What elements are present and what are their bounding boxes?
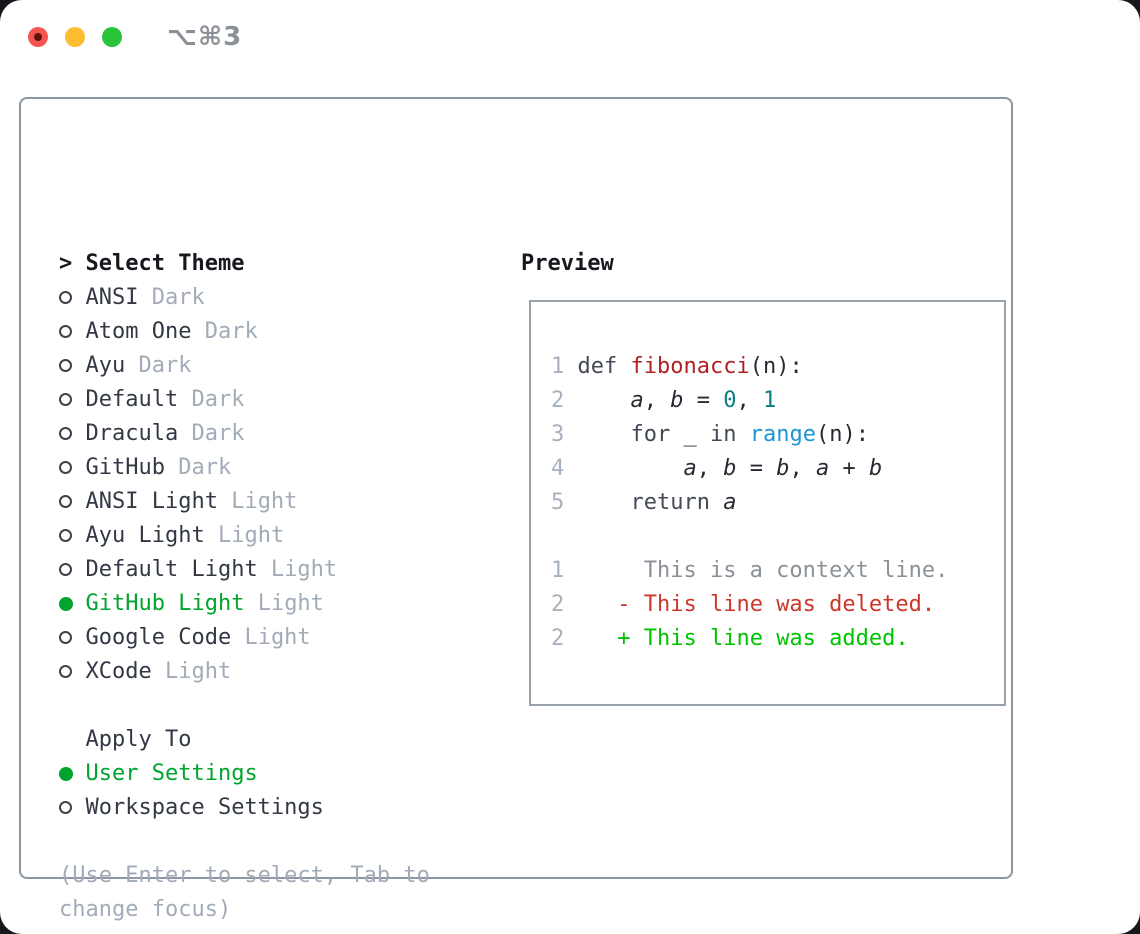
theme-name: Ayu Light xyxy=(85,523,205,548)
theme-name: Default xyxy=(85,387,179,412)
apply-to-options-list: User Settings Workspace Settings xyxy=(59,757,430,825)
theme-name: GitHub Light xyxy=(85,591,245,616)
line-number: 1 xyxy=(551,354,578,379)
help-text-line-1: (Use Enter to select, Tab to xyxy=(59,863,430,888)
theme-variant: Dark xyxy=(191,319,258,344)
radio-icon xyxy=(59,563,72,576)
line-number: 2 xyxy=(551,388,578,413)
radio-icon xyxy=(59,495,72,508)
window-title: ⌥⌘3 xyxy=(167,22,243,52)
theme-option-google-code[interactable]: Google Code Light xyxy=(59,621,430,655)
radio-icon xyxy=(59,325,72,338)
select-theme-header: > Select Theme xyxy=(59,247,430,281)
radio-icon xyxy=(59,461,72,474)
theme-variant: Dark xyxy=(178,421,245,446)
apply-option-label: User Settings xyxy=(85,761,258,786)
theme-option-default[interactable]: Default Dark xyxy=(59,383,430,417)
spacer-row xyxy=(551,520,1004,554)
help-text-line-2: change focus) xyxy=(59,897,232,922)
apply-to-header-row: Apply To xyxy=(59,723,430,757)
theme-variant: Light xyxy=(244,591,324,616)
theme-option-ansi[interactable]: ANSI Dark xyxy=(59,281,430,315)
radio-selected-icon xyxy=(59,597,73,611)
radio-selected-icon xyxy=(59,767,73,781)
line-number: 4 xyxy=(551,456,578,481)
radio-icon xyxy=(59,631,72,644)
spacer-row xyxy=(59,689,430,723)
theme-option-xcode[interactable]: XCode Light xyxy=(59,655,430,689)
theme-option-atom-one[interactable]: Atom One Dark xyxy=(59,315,430,349)
apply-to-title: Apply To xyxy=(85,727,192,752)
code-line: 4 a, b = b, a + b xyxy=(551,456,883,481)
theme-name: ANSI Light xyxy=(85,489,218,514)
radio-icon xyxy=(59,665,72,678)
close-button-dot-icon xyxy=(34,33,42,41)
code-line: 2 a, b = 0, 1 xyxy=(551,388,777,413)
theme-variant: Dark xyxy=(164,455,232,480)
close-button[interactable] xyxy=(28,27,48,47)
theme-option-ayu[interactable]: Ayu Dark xyxy=(59,349,430,383)
theme-option-default-light[interactable]: Default Light Light xyxy=(59,553,430,587)
theme-name: GitHub xyxy=(85,455,165,480)
theme-option-ansi-light[interactable]: ANSI Light Light xyxy=(59,485,430,519)
diff-preview: 1 This is a context line. 2 - This line w… xyxy=(551,554,1004,656)
theme-variant: Light xyxy=(151,659,232,684)
line-number: 3 xyxy=(551,422,578,447)
theme-name: Atom One xyxy=(85,319,192,344)
line-number: 2 xyxy=(551,592,578,617)
theme-variant: Dark xyxy=(138,285,205,310)
radio-icon xyxy=(59,291,72,304)
apply-option-user-settings[interactable]: User Settings xyxy=(59,757,430,791)
apply-option-label: Workspace Settings xyxy=(85,795,324,820)
code-line: 5 return a xyxy=(551,490,737,515)
radio-icon xyxy=(59,529,72,542)
preview-title: Preview xyxy=(521,251,614,276)
radio-icon xyxy=(59,801,72,814)
radio-icon xyxy=(59,359,72,372)
theme-option-github[interactable]: GitHub Dark xyxy=(59,451,430,485)
theme-name: Ayu xyxy=(85,353,126,378)
diff-line: 2 - This line was deleted. xyxy=(551,592,936,617)
theme-variant: Light xyxy=(257,557,338,582)
diff-line: 2 + This line was added. xyxy=(551,626,909,651)
theme-variant: Dark xyxy=(125,353,192,378)
diff-line: 1 This is a context line. xyxy=(551,558,949,583)
apply-option-workspace-settings[interactable]: Workspace Settings xyxy=(59,791,430,825)
code-preview: 1 def fibonacci(n): 2 a, b = 0, 1 3 for _ … xyxy=(551,350,1004,520)
code-line: 1 def fibonacci(n): xyxy=(551,354,803,379)
radio-icon xyxy=(59,427,72,440)
minimize-button[interactable] xyxy=(65,27,85,47)
radio-icon xyxy=(59,393,72,406)
line-number: 1 xyxy=(551,558,578,583)
code-line: 3 for _ in range(n): xyxy=(551,422,869,447)
theme-picker-column: > Select Theme ANSI Dark Atom One Dark Ayu … xyxy=(59,247,430,927)
theme-name: XCode xyxy=(85,659,152,684)
theme-option-github-light[interactable]: GitHub Light Light xyxy=(59,587,430,621)
theme-name: ANSI xyxy=(85,285,139,310)
theme-name: Dracula xyxy=(85,421,179,446)
theme-name: Google Code xyxy=(85,625,232,650)
theme-picker-panel: > Select Theme ANSI Dark Atom One Dark Ayu … xyxy=(19,97,1013,922)
theme-variant: Light xyxy=(204,523,285,548)
line-number: 2 xyxy=(551,626,578,651)
theme-name: Default Light xyxy=(85,557,258,582)
theme-variant: Light xyxy=(217,489,298,514)
theme-option-dracula[interactable]: Dracula Dark xyxy=(59,417,430,451)
maximize-button[interactable] xyxy=(102,27,122,47)
spacer-row xyxy=(59,825,430,859)
preview-box: 1 def fibonacci(n): 2 a, b = 0, 1 3 for _ … xyxy=(529,300,1006,706)
theme-variant: Dark xyxy=(178,387,245,412)
theme-options-list: ANSI Dark Atom One Dark Ayu Dark Default Da… xyxy=(59,281,430,689)
selection-caret-icon: > xyxy=(59,251,73,276)
select-theme-title: Select Theme xyxy=(85,251,245,276)
line-number: 5 xyxy=(551,490,578,515)
theme-option-ayu-light[interactable]: Ayu Light Light xyxy=(59,519,430,553)
theme-variant: Light xyxy=(231,625,311,650)
